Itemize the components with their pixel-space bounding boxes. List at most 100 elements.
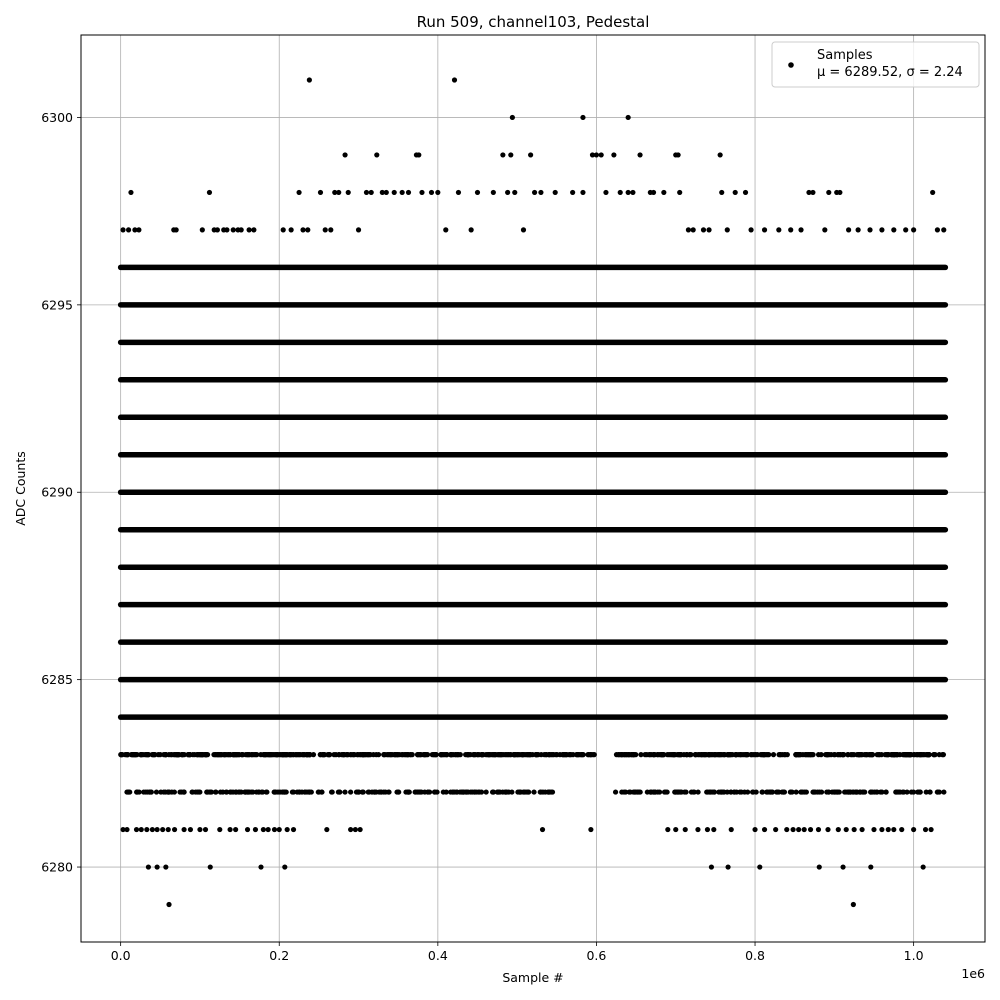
data-point xyxy=(832,752,838,758)
data-point xyxy=(276,826,282,833)
data-point xyxy=(415,752,421,758)
data-point xyxy=(922,826,929,833)
data-point xyxy=(826,189,832,196)
data-point xyxy=(588,826,594,833)
data-point xyxy=(290,826,297,833)
data-point xyxy=(824,752,831,758)
data-point xyxy=(296,189,302,196)
data-point xyxy=(279,752,285,758)
data-point xyxy=(538,752,544,758)
data-point xyxy=(801,826,807,833)
data-point xyxy=(207,864,213,870)
data-point xyxy=(810,752,816,758)
data-point xyxy=(359,752,365,758)
data-point xyxy=(915,752,921,758)
data-point xyxy=(451,77,458,83)
data-point xyxy=(725,864,731,870)
data-point xyxy=(612,789,619,795)
data-point xyxy=(123,752,130,758)
data-point xyxy=(891,227,897,233)
data-point xyxy=(793,789,799,795)
data-point xyxy=(759,789,766,795)
data-point xyxy=(120,227,126,233)
data-point xyxy=(665,826,671,833)
data-point xyxy=(867,227,873,233)
data-point xyxy=(132,227,138,233)
data-points xyxy=(117,77,949,908)
data-point xyxy=(897,752,903,758)
data-point xyxy=(262,752,268,758)
data-point xyxy=(181,826,187,833)
data-point xyxy=(202,826,209,833)
data-point xyxy=(133,826,140,833)
data-point xyxy=(308,789,314,795)
data-point xyxy=(879,826,885,833)
data-point xyxy=(213,789,219,795)
data-point xyxy=(512,189,518,196)
data-point xyxy=(904,789,910,795)
data-point xyxy=(249,752,255,758)
data-point xyxy=(721,752,727,758)
data-point xyxy=(422,789,428,795)
x-tick-label: 1.0 xyxy=(904,948,924,963)
data-point xyxy=(503,752,510,758)
data-point xyxy=(737,752,743,758)
data-point xyxy=(337,789,343,795)
data-point xyxy=(650,189,657,196)
data-point xyxy=(677,189,683,196)
data-point xyxy=(435,189,441,196)
data-point xyxy=(690,227,696,233)
data-point xyxy=(203,752,209,758)
data-point xyxy=(725,752,731,758)
data-point xyxy=(681,752,687,758)
data-point xyxy=(342,789,348,795)
data-point xyxy=(695,826,701,833)
data-point xyxy=(931,752,937,758)
data-point xyxy=(274,752,280,758)
data-point xyxy=(812,789,818,795)
x-tick-label: 0.8 xyxy=(745,948,765,963)
data-point xyxy=(406,789,412,795)
data-point xyxy=(245,789,251,795)
data-point xyxy=(427,789,433,795)
data-point xyxy=(263,789,269,795)
data-point xyxy=(845,789,851,795)
data-point xyxy=(385,752,391,758)
data-point xyxy=(883,789,889,795)
data-point xyxy=(793,752,799,758)
data-point xyxy=(728,826,734,833)
data-point xyxy=(859,826,865,833)
data-point xyxy=(154,826,160,833)
data-point xyxy=(670,752,676,758)
data-point xyxy=(840,864,846,870)
data-point xyxy=(260,789,266,795)
data-point xyxy=(189,789,196,795)
data-point xyxy=(509,789,515,795)
data-point xyxy=(619,789,625,795)
data-point xyxy=(359,789,365,795)
data-point xyxy=(217,826,223,833)
data-point xyxy=(253,752,259,758)
data-point xyxy=(162,752,168,758)
data-point xyxy=(508,152,514,158)
data-point xyxy=(448,752,455,758)
data-point xyxy=(155,752,161,758)
data-point xyxy=(728,789,734,795)
data-point xyxy=(768,789,774,795)
data-point xyxy=(336,189,342,196)
data-point xyxy=(251,227,257,233)
data-point xyxy=(557,752,563,758)
data-point xyxy=(677,789,683,795)
data-point xyxy=(773,826,779,833)
data-point xyxy=(672,789,678,795)
data-point xyxy=(661,789,668,795)
data-point xyxy=(147,789,153,795)
data-point xyxy=(737,789,743,795)
data-point xyxy=(367,752,373,758)
data-point xyxy=(598,152,604,158)
data-point xyxy=(520,227,527,233)
data-point xyxy=(549,789,556,795)
x-tick-label: 0.6 xyxy=(586,948,606,963)
data-point xyxy=(891,826,897,833)
data-point xyxy=(779,752,786,758)
